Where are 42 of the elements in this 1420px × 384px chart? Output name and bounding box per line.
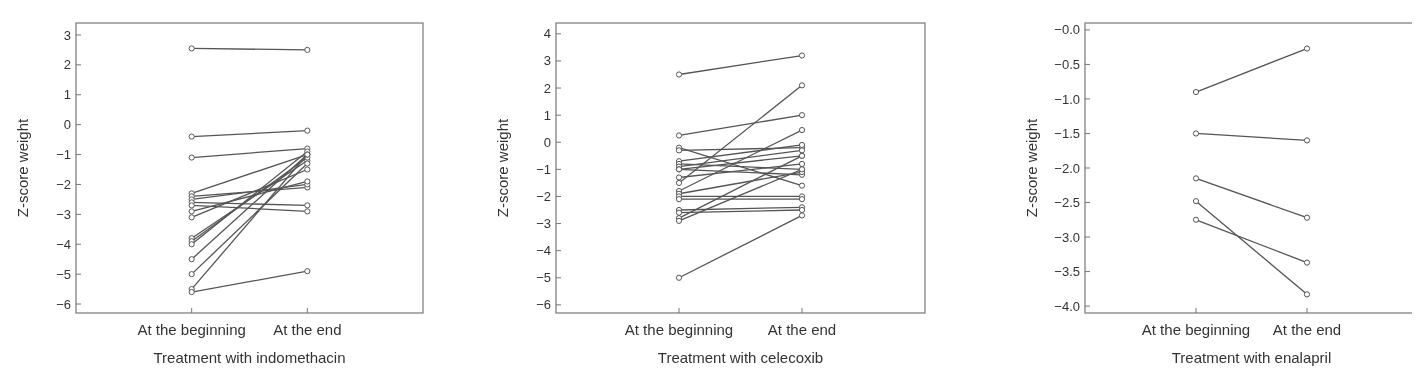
x-tick-label: At the beginning — [1141, 321, 1251, 338]
y-tick-label: −3 — [56, 206, 71, 222]
y-tick-label: 4 — [543, 26, 551, 42]
y-tick-label: −1.5 — [1054, 126, 1080, 142]
x-tick-label: At the end — [767, 321, 837, 338]
y-tick-label: −3 — [536, 216, 551, 232]
y-tick-label: −4 — [56, 236, 71, 252]
y-tick-label: −3.5 — [1054, 264, 1080, 280]
y-tick-label: −5 — [56, 266, 71, 282]
y-tick-label: −0.5 — [1054, 56, 1080, 72]
y-axis-title: Z-score weight — [1023, 117, 1040, 218]
y-tick-label: −4 — [536, 243, 551, 259]
y-tick-label: 1 — [63, 87, 71, 103]
y-tick-label: −1 — [536, 161, 551, 177]
y-tick-label: −0.0 — [1054, 22, 1080, 38]
y-tick-label: 0 — [63, 117, 71, 133]
y-tick-label: −5 — [536, 270, 551, 286]
y-tick-label: −2.5 — [1054, 195, 1080, 211]
y-tick-label: −2 — [56, 176, 71, 192]
x-tick-label: At the end — [1272, 321, 1342, 338]
y-tick-label: 3 — [63, 27, 71, 43]
y-tick-label: 2 — [543, 80, 551, 96]
x-axis-title: Treatment with enalapril — [1171, 349, 1332, 366]
y-tick-label: 0 — [543, 134, 551, 150]
x-tick-label: At the end — [273, 321, 342, 338]
y-tick-label: −6 — [536, 297, 551, 313]
x-axis-title: Treatment with celecoxib — [657, 349, 824, 366]
x-tick-label: At the beginning — [624, 321, 734, 338]
y-tick-label: −1 — [56, 147, 71, 163]
y-tick-label: 1 — [543, 107, 551, 123]
y-tick-label: −3.0 — [1054, 229, 1080, 245]
y-tick-label: −4.0 — [1054, 298, 1080, 314]
y-axis-title: Z-score weight — [14, 117, 31, 218]
x-axis-title: Treatment with indomethacin — [153, 349, 346, 366]
x-tick-label: At the beginning — [137, 321, 246, 338]
y-axis-title: Z-score weight — [494, 117, 511, 218]
y-tick-label: −2 — [536, 189, 551, 205]
y-tick-label: −2.0 — [1054, 160, 1080, 176]
y-tick-label: −1.0 — [1054, 91, 1080, 107]
y-tick-label: −6 — [56, 296, 71, 312]
y-tick-label: 3 — [543, 53, 551, 69]
y-tick-label: 2 — [63, 57, 71, 73]
